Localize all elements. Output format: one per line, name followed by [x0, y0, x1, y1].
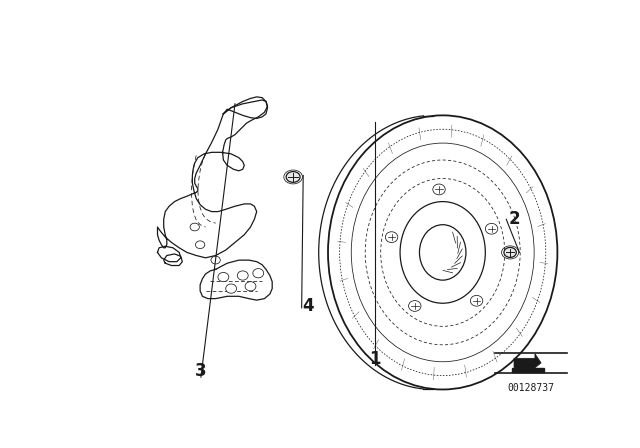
Ellipse shape	[433, 184, 445, 195]
Bar	[511, 367, 544, 372]
Ellipse shape	[408, 301, 421, 311]
Ellipse shape	[195, 241, 205, 249]
Text: 00128737: 00128737	[507, 383, 554, 392]
Polygon shape	[514, 353, 541, 372]
Ellipse shape	[485, 224, 498, 234]
Ellipse shape	[470, 295, 483, 306]
Text: 3: 3	[195, 362, 207, 380]
Ellipse shape	[245, 282, 256, 291]
Ellipse shape	[211, 256, 220, 264]
Ellipse shape	[226, 284, 237, 293]
Ellipse shape	[504, 247, 516, 258]
Ellipse shape	[237, 271, 248, 280]
Ellipse shape	[419, 225, 466, 280]
Ellipse shape	[385, 232, 398, 242]
Ellipse shape	[400, 202, 485, 303]
Text: 2: 2	[508, 210, 520, 228]
Text: 1: 1	[369, 350, 380, 368]
Text: 4: 4	[302, 297, 314, 314]
Ellipse shape	[218, 272, 229, 282]
Ellipse shape	[190, 223, 199, 231]
Ellipse shape	[253, 269, 264, 278]
Ellipse shape	[286, 172, 300, 182]
